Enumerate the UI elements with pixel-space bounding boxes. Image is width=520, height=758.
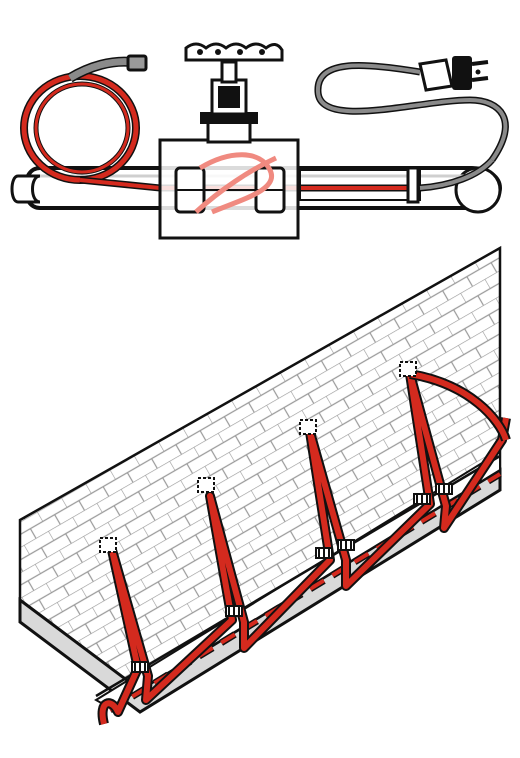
valve-handwheel-icon [184,42,284,144]
cable-clip-icon [435,483,453,495]
roof-panel [18,245,511,726]
zigzag-cable [97,369,511,726]
cable-coil [20,54,420,192]
power-cord [314,56,509,163]
cable-end-cap-icon [126,54,148,72]
cable-clip-icon [413,493,431,505]
shingle-clip-icon [299,419,317,435]
shingle-clip-icon [197,477,215,493]
shingle-clip-icon [399,361,417,377]
pipe-cable-right [299,157,495,204]
shingle-clips [99,361,417,553]
cable-clip-icon [406,166,420,204]
cable-clip-icon [337,539,355,551]
electric-plug-icon [418,56,489,92]
shingle-clip-icon [99,537,117,553]
cable-clip-icon [131,661,149,673]
pipe-panel [10,42,509,240]
cable-clip-icon [315,547,333,559]
cable-clip-icon [225,605,243,617]
edge-clips [131,483,453,673]
valve-body [158,138,300,240]
